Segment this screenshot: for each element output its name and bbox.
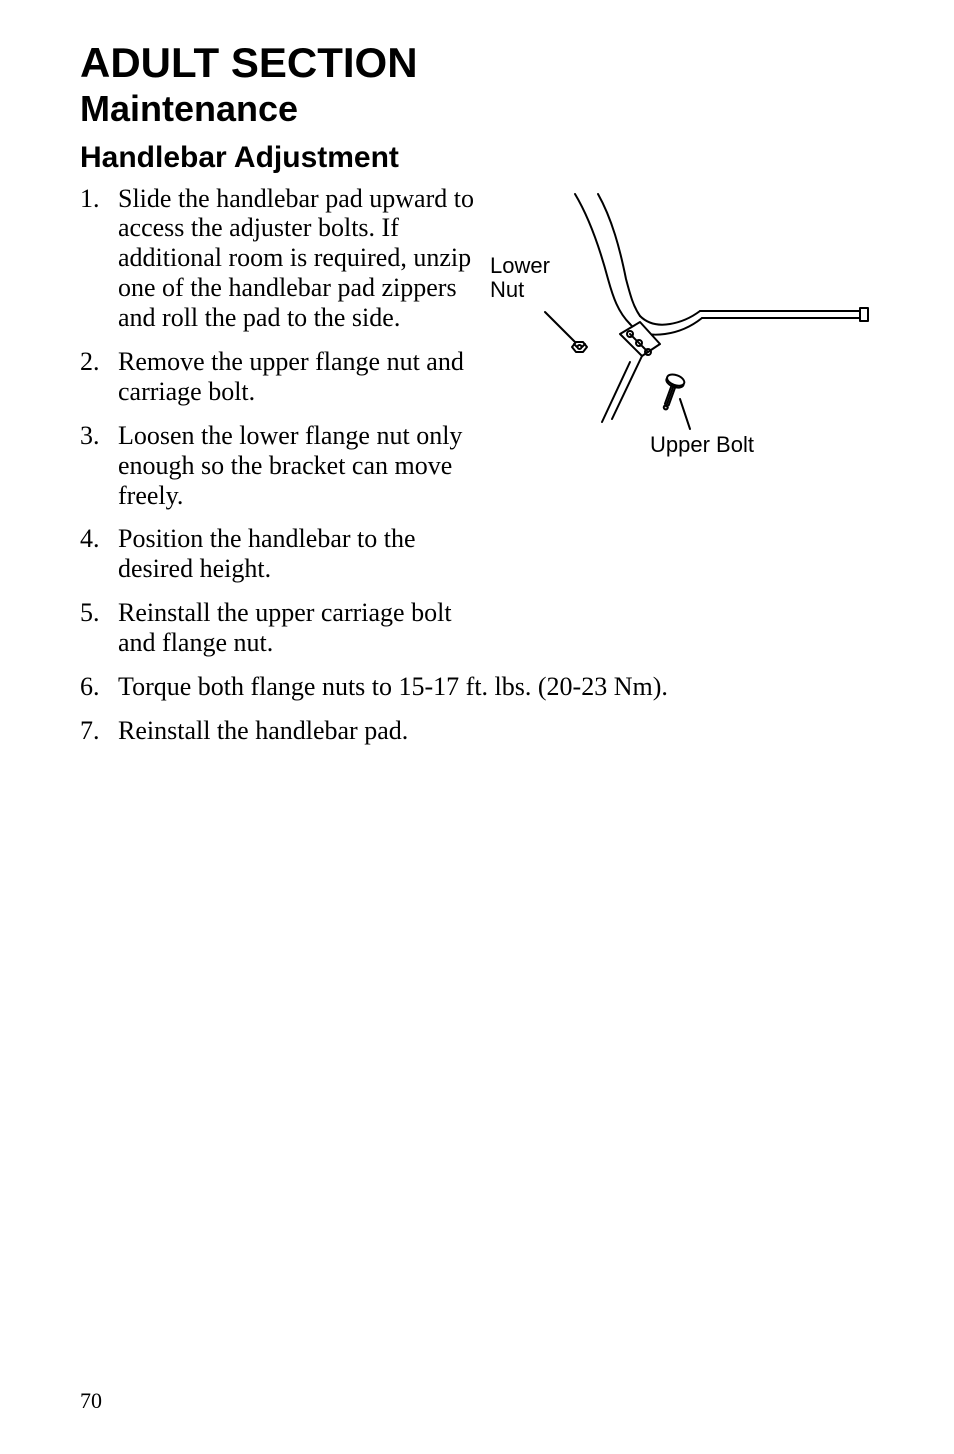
list-item: 4.Position the handlebar to the desired … [80, 524, 480, 584]
step-text: Reinstall the upper carriage bolt and fl… [118, 598, 480, 658]
steps-column: 1.Slide the handlebar pad upward to acce… [80, 184, 480, 672]
steps-list-continued: 6.Torque both flange nuts to 15-17 ft. l… [80, 672, 874, 746]
step-number: 4. [80, 524, 118, 584]
step-number: 3. [80, 421, 118, 511]
list-item: 3.Loosen the lower flange nut only enoug… [80, 421, 480, 511]
step-number: 6. [80, 672, 118, 702]
step-text: Reinstall the handlebar pad. [118, 716, 874, 746]
step-text: Remove the upper flange nut and carriage… [118, 347, 480, 407]
step-number: 5. [80, 598, 118, 658]
list-item: 1.Slide the handlebar pad upward to acce… [80, 184, 480, 333]
topic-title: Handlebar Adjustment [80, 140, 874, 176]
step-text: Torque both flange nuts to 15-17 ft. lbs… [118, 672, 874, 702]
content-area: 1.Slide the handlebar pad upward to acce… [80, 184, 874, 746]
step-number: 1. [80, 184, 118, 333]
steps-list: 1.Slide the handlebar pad upward to acce… [80, 184, 480, 658]
step-text: Loosen the lower flange nut only enough … [118, 421, 480, 511]
page-number: 70 [80, 1388, 102, 1414]
list-item: 5.Reinstall the upper carriage bolt and … [80, 598, 480, 658]
list-item: 7.Reinstall the handlebar pad. [80, 716, 874, 746]
step-text: Position the handlebar to the desired he… [118, 524, 480, 584]
handlebar-diagram-icon [480, 184, 880, 474]
list-item: 2.Remove the upper flange nut and carria… [80, 347, 480, 407]
page: ADULT SECTION Maintenance Handlebar Adju… [0, 0, 954, 1454]
step-number: 2. [80, 347, 118, 407]
list-item: 6.Torque both flange nuts to 15-17 ft. l… [80, 672, 874, 702]
subsection-title: Maintenance [80, 88, 874, 129]
section-title: ADULT SECTION [80, 40, 874, 86]
step-number: 7. [80, 716, 118, 746]
step-text: Slide the handlebar pad upward to access… [118, 184, 480, 333]
two-column-row: 1.Slide the handlebar pad upward to acce… [80, 184, 874, 672]
